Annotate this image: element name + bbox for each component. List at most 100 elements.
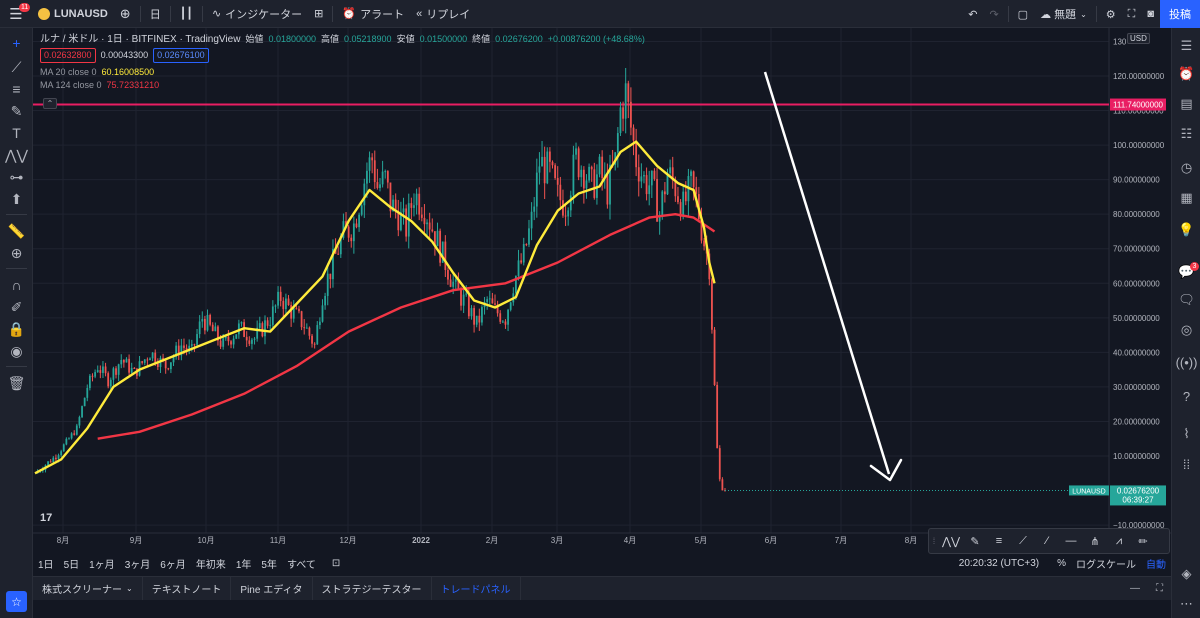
indicators-button[interactable]: ∿ インジケーター	[206, 0, 308, 28]
interval-button[interactable]: 日	[144, 0, 167, 28]
range-5d[interactable]: 5日	[63, 559, 80, 571]
fullscreen-button[interactable]: ⛶	[1122, 0, 1142, 28]
dom-button[interactable]: ⁞⁞	[1172, 452, 1200, 476]
templates-button[interactable]: ⊞	[308, 0, 329, 28]
alerts-panel-button[interactable]: ⏰	[1172, 62, 1200, 86]
range-all[interactable]: すべて	[286, 559, 316, 571]
legend-collapse-button[interactable]: ⌃	[43, 98, 57, 109]
sell-button[interactable]: 0.02632800	[40, 48, 96, 63]
redo-button[interactable]: ↷	[983, 0, 1004, 28]
pattern-tool[interactable]: ⋀⋁	[0, 144, 33, 166]
candle-body	[616, 133, 619, 153]
candle-body	[473, 308, 475, 325]
ideas-button[interactable]: 💡	[1172, 218, 1200, 242]
auto-scale-toggle[interactable]: 自動	[1146, 559, 1166, 571]
maximize-panel-button[interactable]: ⛶	[1148, 583, 1171, 594]
measure-tool[interactable]: 📏	[0, 220, 33, 242]
remove-drawings-tool[interactable]: 🗑	[0, 372, 33, 394]
arrow-drawing-head	[869, 458, 903, 482]
buy-button[interactable]: 0.02676100	[153, 48, 209, 63]
ray-tool-button[interactable]: ⁄	[1035, 529, 1059, 553]
tab-pine-editor[interactable]: Pine エディタ	[231, 576, 313, 601]
tab-stock-screener[interactable]: 株式スクリーナー ⌄	[33, 576, 143, 601]
gear-icon: ⚙	[1105, 8, 1116, 21]
messages-button[interactable]: 🗨	[1172, 288, 1200, 312]
compare-symbol-button[interactable]: ⊕	[114, 0, 137, 28]
help-button[interactable]: ?	[1172, 384, 1200, 408]
range-ytd[interactable]: 年初来	[195, 559, 226, 571]
log-scale-toggle[interactable]: ログスケール	[1076, 559, 1136, 571]
streams-button[interactable]: ((•))	[1172, 350, 1200, 374]
candle-body	[65, 438, 68, 445]
hotlists-button[interactable]: ◎	[1172, 318, 1200, 342]
brush-tool-button[interactable]: ✎	[963, 529, 987, 553]
percent-scale-toggle[interactable]: %	[1057, 557, 1066, 569]
icon-tool[interactable]: ⬆	[0, 188, 33, 210]
hide-drawings-tool[interactable]: ◉	[0, 340, 33, 362]
legend-ma20-row[interactable]: MA 20 close 0 60.16008500	[40, 66, 645, 79]
tab-strategy-tester[interactable]: ストラテジーテスター	[313, 576, 432, 601]
pencil-tool-button[interactable]: ✏	[1131, 529, 1155, 553]
tab-text-notes[interactable]: テキストノート	[143, 576, 232, 601]
magnet-tool[interactable]: ∩	[0, 274, 33, 296]
candle-body	[133, 368, 136, 370]
symbol-search-button[interactable]: LUNAUSD	[32, 0, 114, 28]
candle-body	[400, 212, 402, 231]
trendline-tool-button[interactable]: ⟋	[1011, 529, 1035, 553]
menu-button[interactable]: ☰ 11	[0, 0, 32, 28]
lock-drawings-tool[interactable]: 🔒	[0, 318, 33, 340]
candle-body	[196, 334, 198, 345]
stay-drawing-tool[interactable]: ✐	[0, 296, 33, 318]
trendline-tool[interactable]: ⟋	[0, 56, 33, 78]
xabcd-tool-button[interactable]: ⩘	[1107, 529, 1131, 553]
publish-button[interactable]: 投稿	[1160, 0, 1200, 28]
object-tree-button[interactable]: ☷	[1172, 122, 1200, 146]
goto-date-button[interactable]: ⊡	[327, 558, 345, 569]
alert-button[interactable]: ⏰ アラート	[336, 0, 410, 28]
pattern-tool-button[interactable]: ⋀⋁	[939, 529, 963, 553]
range-1d[interactable]: 1日	[38, 559, 54, 571]
watchlist-button[interactable]: ☰	[1172, 34, 1200, 58]
undo-button[interactable]: ↶	[962, 0, 983, 28]
candle-body	[546, 151, 549, 184]
data-window-button[interactable]: ◷	[1172, 156, 1200, 180]
range-3m[interactable]: 3ヶ月	[124, 559, 151, 571]
range-5y[interactable]: 5年	[261, 559, 277, 571]
timezone-button[interactable]: 20:20:32 (UTC+3)	[958, 557, 1040, 569]
brush-tool[interactable]: ✎	[0, 100, 33, 122]
horizontal-line-tool-button[interactable]: —	[1059, 529, 1083, 553]
crosshair-tool[interactable]: +	[0, 32, 33, 54]
news-button[interactable]: ▤	[1172, 92, 1200, 116]
layout-name-button[interactable]: ☁ 無題 ⌄	[1034, 0, 1093, 28]
tab-trading-panel[interactable]: トレードパネル	[432, 576, 521, 601]
chats-button[interactable]: 💬 3	[1172, 260, 1200, 284]
range-1y[interactable]: 1年	[235, 559, 252, 571]
chart-style-button[interactable]: ┃┃	[174, 0, 199, 28]
layout-select-button[interactable]: ▢	[1012, 0, 1034, 28]
tradingview-logo[interactable]: 17	[40, 512, 53, 524]
pitchfork-tool-button[interactable]: ⋔	[1083, 529, 1107, 553]
replay-button[interactable]: « リプレイ	[410, 0, 476, 28]
candle-body	[81, 406, 83, 418]
price-chart[interactable]: 130 120.00000000 110.00000000 100.00000000 9…	[33, 28, 1171, 553]
drag-handle-icon[interactable]: ⁞	[932, 536, 936, 546]
legend-ma124-row[interactable]: MA 124 close 0 75.72331210	[40, 79, 645, 92]
fib-tool-button[interactable]: ≡	[987, 529, 1011, 553]
snapshot-button[interactable]: ◙	[1141, 0, 1160, 28]
minimize-panel-button[interactable]: —	[1122, 583, 1148, 594]
fib-tool[interactable]: ≡	[0, 78, 33, 100]
text-tool[interactable]: T	[0, 122, 33, 144]
settings-button[interactable]: ⚙	[1100, 0, 1122, 28]
signals-button[interactable]: ⌇	[1172, 422, 1200, 446]
currency-tag[interactable]: USD	[1127, 33, 1150, 44]
calendar-button[interactable]: ▦	[1172, 186, 1200, 210]
favorites-button[interactable]: ☆	[6, 591, 27, 612]
candle-body	[590, 166, 593, 170]
layers-button[interactable]: ◈	[1172, 562, 1200, 586]
prediction-tool[interactable]: ⊶	[0, 166, 33, 188]
zoom-tool[interactable]: ⊕	[0, 242, 33, 264]
more-button[interactable]: ⋯	[1172, 592, 1200, 616]
candle-body	[418, 193, 421, 215]
range-1m[interactable]: 1ヶ月	[89, 559, 115, 571]
range-6m[interactable]: 6ヶ月	[160, 559, 186, 571]
